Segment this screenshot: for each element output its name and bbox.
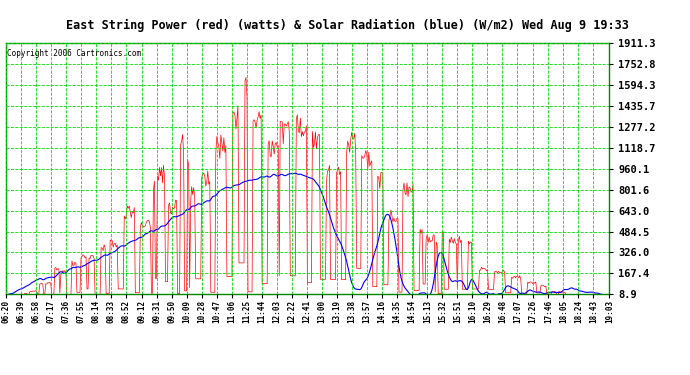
Text: Copyright 2006 Cartronics.com: Copyright 2006 Cartronics.com bbox=[7, 50, 141, 58]
Text: East String Power (red) (watts) & Solar Radiation (blue) (W/m2) Wed Aug 9 19:33: East String Power (red) (watts) & Solar … bbox=[66, 19, 629, 32]
